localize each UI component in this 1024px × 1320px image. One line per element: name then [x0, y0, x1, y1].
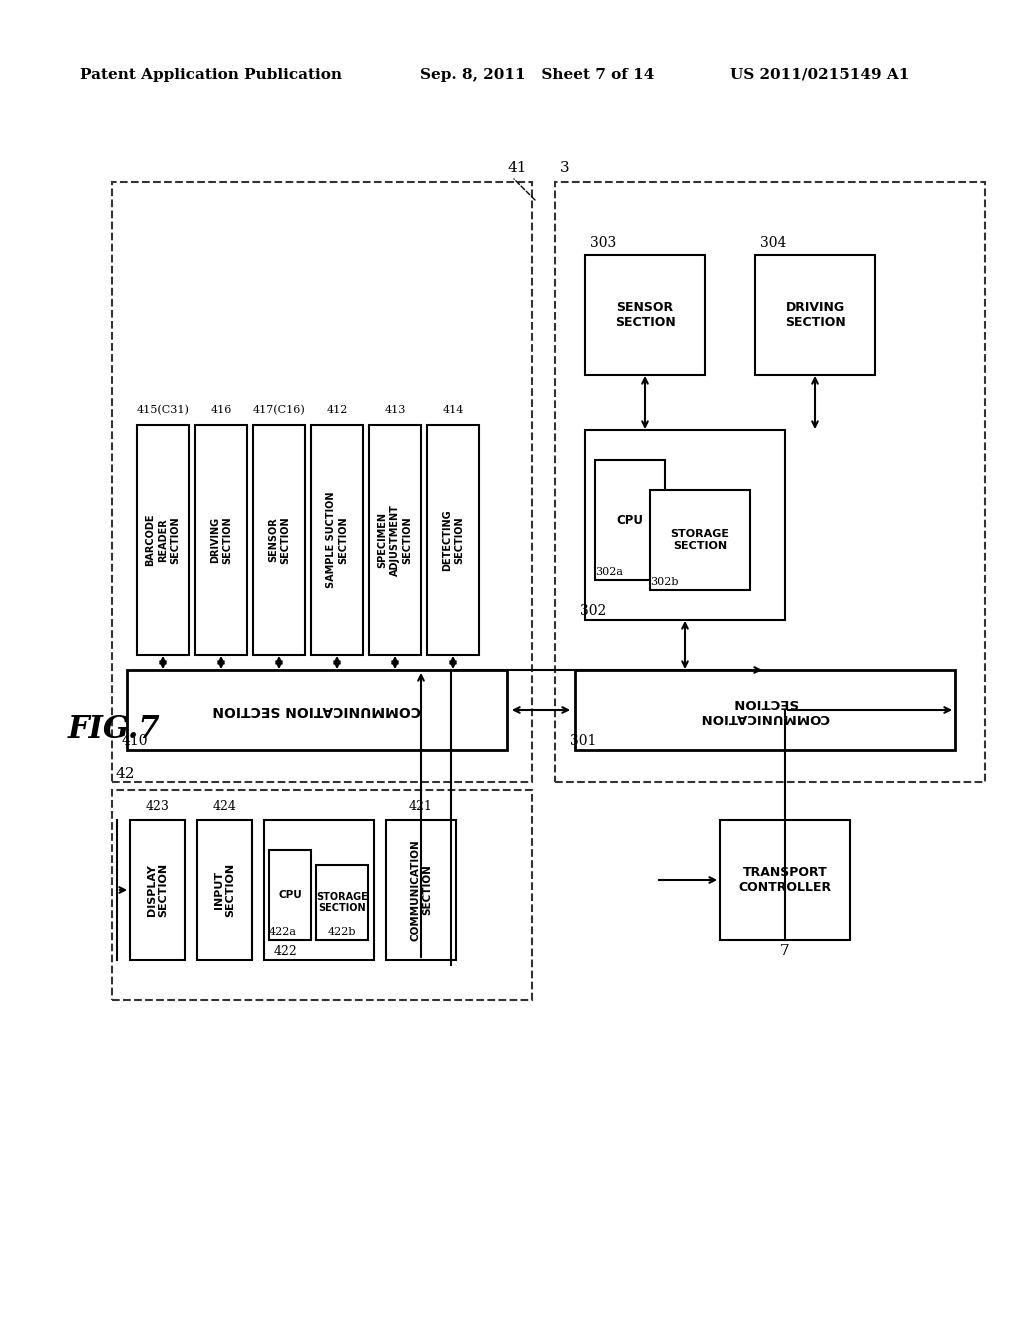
Text: 303: 303 — [590, 236, 616, 249]
Text: BARCODE
READER
SECTION: BARCODE READER SECTION — [145, 513, 180, 566]
Text: CPU: CPU — [279, 890, 302, 900]
FancyBboxPatch shape — [197, 820, 252, 960]
FancyBboxPatch shape — [585, 255, 705, 375]
FancyBboxPatch shape — [269, 850, 311, 940]
Text: STORAGE
SECTION: STORAGE SECTION — [671, 529, 729, 550]
FancyBboxPatch shape — [316, 865, 368, 940]
Text: DRIVING
SECTION: DRIVING SECTION — [784, 301, 846, 329]
Text: 42: 42 — [115, 767, 134, 781]
Text: SAMPLE SUCTION
SECTION: SAMPLE SUCTION SECTION — [326, 492, 348, 589]
FancyBboxPatch shape — [427, 425, 479, 655]
Text: 302a: 302a — [595, 568, 623, 577]
FancyBboxPatch shape — [264, 820, 374, 960]
FancyBboxPatch shape — [585, 430, 785, 620]
Text: 3: 3 — [560, 161, 569, 176]
Text: 422b: 422b — [328, 927, 356, 937]
FancyBboxPatch shape — [386, 820, 456, 960]
Text: 423: 423 — [145, 800, 169, 813]
Text: STORAGE
SECTION: STORAGE SECTION — [316, 892, 368, 913]
Text: COMMUNICATION
SECTION: COMMUNICATION SECTION — [411, 840, 432, 941]
FancyBboxPatch shape — [595, 459, 665, 579]
Text: DISPLAY
SECTION: DISPLAY SECTION — [146, 863, 168, 917]
Text: 302: 302 — [580, 605, 606, 618]
FancyBboxPatch shape — [130, 820, 185, 960]
Text: DETECTING
SECTION: DETECTING SECTION — [441, 510, 464, 570]
Text: 412: 412 — [327, 405, 348, 414]
Text: COMMUNICATION
SECTION: COMMUNICATION SECTION — [700, 696, 829, 723]
Text: 410: 410 — [122, 734, 148, 748]
Text: 422a: 422a — [269, 927, 297, 937]
Text: 7: 7 — [780, 944, 790, 958]
Text: 41: 41 — [508, 161, 527, 176]
Text: DRIVING
SECTION: DRIVING SECTION — [210, 516, 232, 564]
Text: SENSOR
SECTION: SENSOR SECTION — [268, 516, 290, 564]
Text: 413: 413 — [384, 405, 406, 414]
Text: COMMUNICATION SECTION: COMMUNICATION SECTION — [213, 704, 421, 717]
Text: SENSOR
SECTION: SENSOR SECTION — [614, 301, 676, 329]
Text: 414: 414 — [442, 405, 464, 414]
Text: Sep. 8, 2011   Sheet 7 of 14: Sep. 8, 2011 Sheet 7 of 14 — [420, 69, 654, 82]
Text: INPUT
SECTION: INPUT SECTION — [214, 863, 236, 917]
FancyBboxPatch shape — [369, 425, 421, 655]
Text: FIG.7: FIG.7 — [68, 714, 161, 746]
Text: US 2011/0215149 A1: US 2011/0215149 A1 — [730, 69, 909, 82]
FancyBboxPatch shape — [755, 255, 874, 375]
FancyBboxPatch shape — [195, 425, 247, 655]
Text: 424: 424 — [213, 800, 237, 813]
Text: SPECIMEN
ADJUSTMENT
SECTION: SPECIMEN ADJUSTMENT SECTION — [378, 504, 413, 576]
FancyBboxPatch shape — [650, 490, 750, 590]
FancyBboxPatch shape — [253, 425, 305, 655]
Text: 421: 421 — [409, 800, 433, 813]
Text: 304: 304 — [760, 236, 786, 249]
Text: 302b: 302b — [650, 577, 679, 587]
Text: 422: 422 — [274, 945, 298, 958]
Text: 416: 416 — [210, 405, 231, 414]
Text: 415(C31): 415(C31) — [136, 405, 189, 416]
Text: 301: 301 — [570, 734, 596, 748]
Text: CPU: CPU — [616, 513, 643, 527]
FancyBboxPatch shape — [575, 671, 955, 750]
FancyBboxPatch shape — [127, 671, 507, 750]
FancyBboxPatch shape — [720, 820, 850, 940]
Text: Patent Application Publication: Patent Application Publication — [80, 69, 342, 82]
Text: 417(C16): 417(C16) — [253, 405, 305, 416]
FancyBboxPatch shape — [311, 425, 362, 655]
Text: TRANSPORT
CONTROLLER: TRANSPORT CONTROLLER — [738, 866, 831, 894]
FancyBboxPatch shape — [137, 425, 189, 655]
